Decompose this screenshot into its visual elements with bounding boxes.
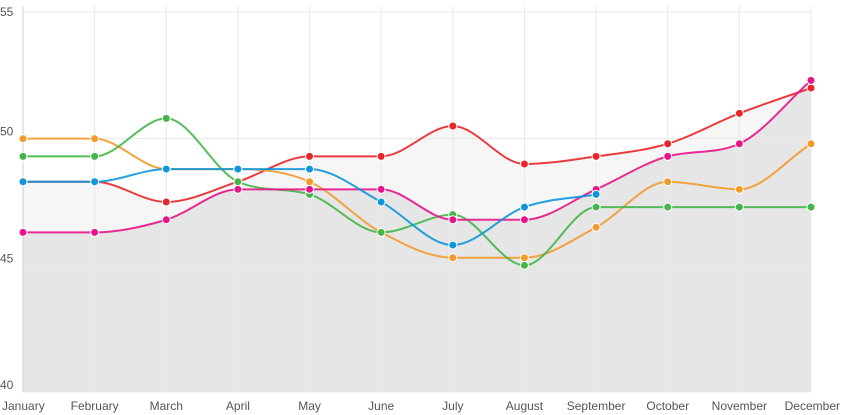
series-4-point[interactable]	[806, 75, 816, 85]
x-axis-labels: January February March April May June July Augu…	[2, 399, 840, 413]
y-axis-labels: 40 45 50 55	[0, 5, 14, 392]
x-tick-label: October	[646, 399, 689, 413]
series-2-point[interactable]	[519, 253, 529, 263]
series-5-point[interactable]	[90, 177, 100, 187]
series-1-point[interactable]	[734, 108, 744, 118]
series-1-point[interactable]	[376, 151, 386, 161]
x-tick-label: July	[442, 399, 463, 413]
series-4-point[interactable]	[161, 215, 171, 225]
series-3-point[interactable]	[663, 202, 673, 212]
series-5-point[interactable]	[591, 189, 601, 199]
series-2-point[interactable]	[305, 177, 315, 187]
series-2-point[interactable]	[806, 139, 816, 149]
series-3-point[interactable]	[18, 151, 28, 161]
series-4-point[interactable]	[305, 184, 315, 194]
series-2-point[interactable]	[90, 134, 100, 144]
series-1-point[interactable]	[161, 197, 171, 207]
series-5-point[interactable]	[18, 177, 28, 187]
series-3-point[interactable]	[734, 202, 744, 212]
series-2-line	[23, 137, 812, 259]
series-3-point[interactable]	[90, 151, 100, 161]
series-4-point[interactable]	[734, 139, 744, 149]
series-5-point[interactable]	[448, 240, 458, 250]
series-4-point[interactable]	[519, 215, 529, 225]
series-3-point[interactable]	[161, 113, 171, 123]
series-5-point[interactable]	[161, 164, 171, 174]
series-3-point[interactable]	[806, 202, 816, 212]
series-3-point[interactable]	[233, 177, 243, 187]
series-area-fills	[23, 80, 811, 393]
series-2-point[interactable]	[18, 134, 28, 144]
x-tick-label: December	[785, 399, 840, 413]
x-tick-label: March	[150, 399, 183, 413]
series-5-point[interactable]	[376, 197, 386, 207]
series-1-point[interactable]	[806, 83, 816, 93]
series-2-point[interactable]	[448, 253, 458, 263]
series-4-point[interactable]	[90, 227, 100, 237]
series-3-point[interactable]	[519, 260, 529, 270]
series-4-point[interactable]	[233, 184, 243, 194]
series-1-point[interactable]	[519, 159, 529, 169]
series-2-point[interactable]	[663, 177, 673, 187]
series-1-point[interactable]	[448, 121, 458, 131]
x-tick-label: November	[712, 399, 767, 413]
series-2-point[interactable]	[591, 222, 601, 232]
series-5-point[interactable]	[519, 202, 529, 212]
series-4-point[interactable]	[663, 151, 673, 161]
x-tick-label: January	[2, 399, 45, 413]
x-tick-label: February	[71, 399, 119, 413]
x-tick-label: May	[298, 399, 321, 413]
series-4-point[interactable]	[18, 227, 28, 237]
x-tick-label: June	[368, 399, 394, 413]
series-1-point[interactable]	[663, 139, 673, 149]
series-5-point[interactable]	[305, 164, 315, 174]
x-tick-label: September	[567, 399, 626, 413]
x-tick-label: August	[506, 399, 544, 413]
series-5-point[interactable]	[233, 164, 243, 174]
series-1-point[interactable]	[305, 151, 315, 161]
series-4-area	[23, 80, 811, 393]
grid-lines	[22, 6, 812, 393]
series-4-point[interactable]	[376, 184, 386, 194]
x-tick-label: April	[226, 399, 250, 413]
series-points	[18, 75, 816, 270]
series-3-point[interactable]	[591, 202, 601, 212]
series-4-point[interactable]	[448, 215, 458, 225]
series-3-point[interactable]	[376, 227, 386, 237]
series-1-point[interactable]	[591, 151, 601, 161]
series-2-point[interactable]	[734, 184, 744, 194]
y-tick-label: 45	[0, 251, 14, 265]
y-tick-label: 40	[0, 378, 14, 392]
y-tick-label: 55	[0, 5, 14, 19]
y-tick-label: 50	[0, 125, 14, 139]
